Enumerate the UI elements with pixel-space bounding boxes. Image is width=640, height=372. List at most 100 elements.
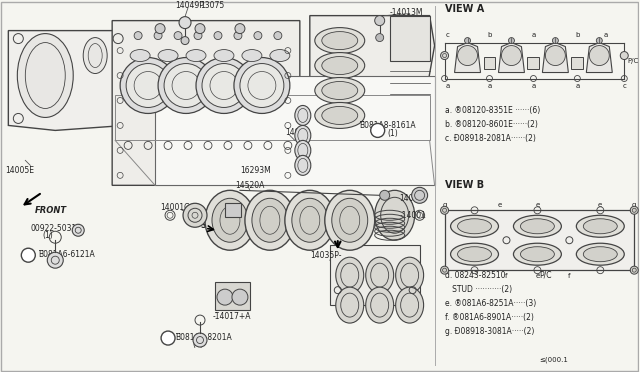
Bar xyxy=(215,282,250,310)
Ellipse shape xyxy=(315,28,365,54)
Ellipse shape xyxy=(577,215,624,237)
Ellipse shape xyxy=(295,140,311,160)
Ellipse shape xyxy=(583,247,617,262)
Text: B: B xyxy=(165,334,171,343)
Text: b: b xyxy=(487,32,492,38)
Text: g: g xyxy=(442,202,447,208)
Ellipse shape xyxy=(513,243,561,265)
Ellipse shape xyxy=(365,287,394,323)
Circle shape xyxy=(465,38,470,44)
Text: c: c xyxy=(622,83,626,89)
Bar xyxy=(445,210,634,270)
Text: B̅081A6-6121A: B̅081A6-6121A xyxy=(38,250,95,259)
Ellipse shape xyxy=(315,77,365,103)
Bar xyxy=(572,57,583,68)
Ellipse shape xyxy=(158,49,178,61)
Ellipse shape xyxy=(322,32,358,49)
Circle shape xyxy=(161,331,175,345)
Circle shape xyxy=(232,289,248,305)
Ellipse shape xyxy=(245,190,295,250)
Text: SEC.223: SEC.223 xyxy=(200,221,235,230)
Text: (1): (1) xyxy=(42,231,53,240)
Polygon shape xyxy=(543,42,568,73)
Text: 14001C: 14001C xyxy=(160,203,189,212)
Bar xyxy=(330,245,420,305)
Text: -14017+A: -14017+A xyxy=(213,312,252,321)
Circle shape xyxy=(174,32,182,39)
Circle shape xyxy=(72,224,84,236)
Circle shape xyxy=(240,64,284,108)
Text: 14035: 14035 xyxy=(285,128,309,137)
Text: 00922-50310: 00922-50310 xyxy=(30,224,81,233)
Polygon shape xyxy=(454,42,481,73)
Text: g: g xyxy=(632,202,636,208)
Circle shape xyxy=(21,248,35,262)
Text: b: b xyxy=(575,32,580,38)
Ellipse shape xyxy=(292,198,328,242)
Ellipse shape xyxy=(322,106,358,124)
Ellipse shape xyxy=(322,57,358,74)
Circle shape xyxy=(181,36,189,45)
Text: g. Ð08918-3081A·····(2): g. Ð08918-3081A·····(2) xyxy=(445,327,534,336)
Circle shape xyxy=(440,52,449,60)
Text: B: B xyxy=(26,251,31,260)
Text: VIEW A: VIEW A xyxy=(445,4,484,14)
Bar xyxy=(483,57,495,68)
Circle shape xyxy=(380,190,390,200)
Ellipse shape xyxy=(332,198,368,242)
Ellipse shape xyxy=(205,190,255,250)
Ellipse shape xyxy=(451,215,499,237)
Ellipse shape xyxy=(458,247,492,262)
Text: f. ®081A6-8901A·····(2): f. ®081A6-8901A·····(2) xyxy=(445,312,534,322)
Text: -14517: -14517 xyxy=(243,213,270,222)
Circle shape xyxy=(371,124,385,137)
Circle shape xyxy=(508,38,515,44)
Circle shape xyxy=(234,58,290,113)
Circle shape xyxy=(47,252,63,268)
Circle shape xyxy=(630,206,638,214)
Ellipse shape xyxy=(451,243,499,265)
Text: 13075: 13075 xyxy=(200,1,224,10)
Text: b. ®08120-8601E······(2): b. ®08120-8601E······(2) xyxy=(445,120,538,129)
Circle shape xyxy=(274,32,282,39)
Bar xyxy=(115,96,429,140)
Text: 14017: 14017 xyxy=(399,194,424,203)
Ellipse shape xyxy=(520,247,554,262)
Text: a: a xyxy=(488,83,492,89)
Bar xyxy=(390,16,429,61)
Text: B: B xyxy=(374,126,380,135)
Circle shape xyxy=(194,32,202,39)
Circle shape xyxy=(440,206,449,214)
Circle shape xyxy=(154,32,162,39)
Ellipse shape xyxy=(315,102,365,128)
Circle shape xyxy=(374,16,385,26)
Text: 14005E: 14005E xyxy=(5,166,35,175)
Text: 14035P-: 14035P- xyxy=(310,251,341,260)
Text: e: e xyxy=(497,202,502,208)
Circle shape xyxy=(234,32,242,39)
Ellipse shape xyxy=(589,46,609,65)
Circle shape xyxy=(134,32,142,39)
Circle shape xyxy=(620,52,628,60)
Circle shape xyxy=(376,33,384,42)
Circle shape xyxy=(155,23,165,33)
Circle shape xyxy=(217,289,233,305)
Text: 14520A: 14520A xyxy=(235,181,264,190)
Bar xyxy=(527,57,540,68)
Text: e: e xyxy=(535,202,540,208)
Circle shape xyxy=(202,64,246,108)
Ellipse shape xyxy=(336,287,364,323)
Ellipse shape xyxy=(242,49,262,61)
Ellipse shape xyxy=(365,257,394,293)
Circle shape xyxy=(126,64,170,108)
Circle shape xyxy=(596,38,602,44)
Circle shape xyxy=(412,187,428,203)
Text: B̅081A0-8201A: B̅081A0-8201A xyxy=(175,333,232,341)
Ellipse shape xyxy=(520,219,554,234)
Text: a: a xyxy=(531,83,536,89)
Circle shape xyxy=(183,203,207,227)
Bar xyxy=(225,203,241,217)
Text: a: a xyxy=(531,32,536,38)
Ellipse shape xyxy=(17,33,73,118)
Ellipse shape xyxy=(285,190,335,250)
